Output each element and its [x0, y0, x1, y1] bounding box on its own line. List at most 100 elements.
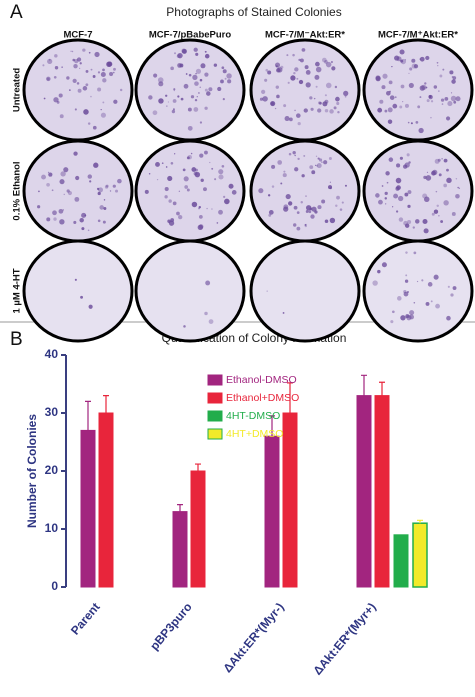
colony-dot	[321, 161, 323, 164]
colony-dot	[449, 70, 454, 75]
colony-dot	[206, 91, 211, 96]
colony-dot	[188, 73, 192, 77]
colony-dot	[194, 81, 199, 86]
colony-dot	[287, 81, 290, 84]
colony-dot	[38, 190, 40, 193]
colony-dot	[80, 295, 83, 299]
colony-dot	[288, 152, 292, 156]
colony-dot	[438, 214, 440, 217]
colony-dot	[231, 190, 237, 195]
colony-dot	[404, 59, 407, 61]
colony-dot	[73, 220, 77, 224]
colony-dot	[208, 87, 213, 92]
colony-dot	[190, 95, 195, 99]
colony-dot	[303, 108, 308, 113]
row-label: 0.1% Ethanol	[12, 161, 23, 220]
colony-dot	[294, 67, 299, 72]
colony-dot	[407, 219, 412, 225]
colony-dot	[176, 54, 181, 59]
colony-dot	[455, 178, 458, 180]
colony-dot	[341, 201, 344, 204]
colony-dot	[87, 174, 92, 179]
colony-dot	[211, 208, 213, 210]
colony-dot	[304, 223, 307, 226]
colony-dot	[69, 89, 71, 91]
colony-dot	[305, 82, 311, 88]
colony-dot	[375, 193, 380, 198]
colony-dot	[317, 205, 322, 210]
colony-dot	[344, 95, 347, 98]
colony-dot	[325, 82, 332, 89]
colony-dot	[438, 90, 440, 92]
colony-dot	[314, 74, 320, 80]
error-bar	[361, 374, 367, 396]
colony-dot	[72, 58, 76, 62]
colony-dot	[283, 104, 287, 108]
colony-photo	[22, 239, 134, 343]
colony-dot	[297, 157, 300, 161]
colony-dot	[85, 69, 89, 73]
colony-dot	[336, 195, 340, 200]
colony-dot	[404, 103, 409, 108]
x-tick-label: ΔAkt:ER*(Myr-)	[220, 600, 286, 675]
colony-dot	[209, 161, 211, 164]
colony-dot	[386, 181, 389, 184]
colony-dot	[221, 66, 225, 70]
colony-dot	[103, 199, 106, 201]
colony-dot	[298, 79, 304, 85]
colony-dot	[102, 78, 107, 83]
colony-dot	[100, 108, 102, 111]
colony-dot	[195, 52, 199, 56]
colony-dot	[446, 168, 449, 172]
colony-dot	[183, 325, 186, 328]
colony-dot	[301, 48, 306, 52]
colony-dot	[265, 68, 269, 72]
colony-dot	[437, 65, 439, 67]
colony-dot	[97, 219, 101, 223]
colony-dot	[179, 63, 184, 68]
colony-dot	[117, 178, 122, 184]
colony-dot	[329, 217, 336, 224]
colony-dot	[400, 84, 405, 89]
colony-dot	[221, 164, 225, 168]
colony-dot	[308, 210, 312, 214]
panel-label: A	[10, 2, 23, 23]
colony-dot	[406, 315, 412, 321]
error-bar	[269, 415, 275, 437]
colony-dot	[46, 76, 51, 82]
colony-dot	[421, 84, 427, 90]
colony-dot	[393, 193, 399, 199]
colony-dot	[330, 61, 333, 64]
colony-dot	[433, 85, 438, 89]
colony-dot	[112, 184, 116, 188]
colony-dot	[87, 229, 90, 232]
colony-dot	[213, 63, 218, 67]
colony-dot	[53, 217, 57, 221]
colony-dot	[428, 94, 432, 99]
colony-dot	[280, 182, 283, 185]
colony-dot	[387, 107, 393, 113]
colony-dot	[387, 119, 393, 124]
colony-dot	[96, 187, 100, 191]
colony-dot	[200, 63, 206, 69]
colony-dot	[191, 167, 197, 172]
colony-dot	[102, 220, 106, 224]
colony-dot	[174, 153, 176, 155]
colony-dot	[315, 155, 318, 157]
panel-label: B	[10, 329, 23, 350]
colony-dot	[264, 78, 268, 82]
colony-dot	[402, 164, 408, 169]
colony-dot	[458, 187, 461, 189]
colony-dot	[451, 79, 456, 84]
colony-dot	[419, 85, 426, 91]
colony-dot	[431, 212, 435, 216]
colony-dot	[335, 204, 338, 207]
colony-dot	[440, 220, 444, 223]
colony-dot	[271, 164, 276, 169]
colony-photo	[362, 139, 474, 243]
y-axis-title: Number of Colonies	[25, 414, 39, 528]
colony-dot	[304, 65, 309, 70]
bar	[393, 534, 409, 588]
colony-dot	[73, 151, 78, 156]
colony-dot	[430, 116, 432, 119]
